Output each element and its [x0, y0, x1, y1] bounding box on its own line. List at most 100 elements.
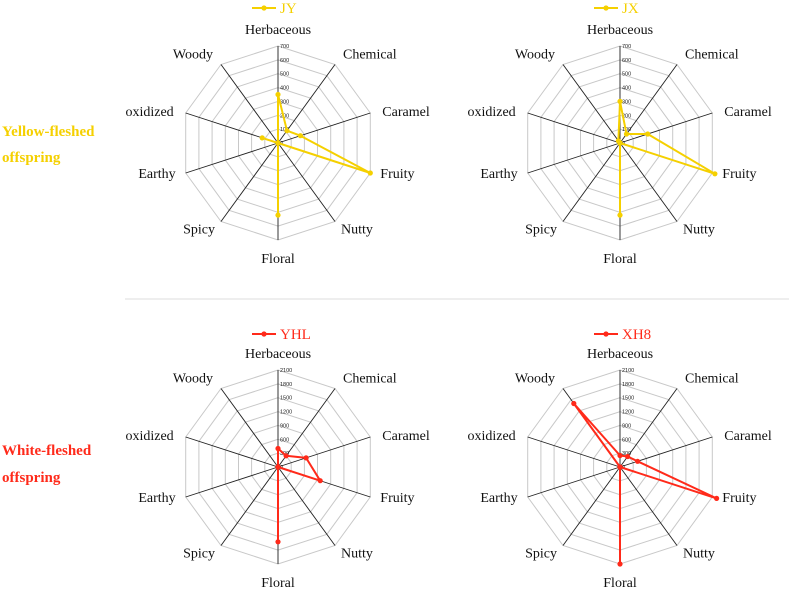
axis-spoke: [185, 142, 279, 174]
axis-label-caramel: Caramel: [724, 429, 772, 444]
axis-spoke: [619, 142, 678, 222]
tick-label: 600: [280, 437, 289, 443]
axis-label-spicy: Spicy: [183, 223, 215, 238]
data-point: [303, 455, 309, 461]
axis-spoke: [619, 64, 678, 144]
data-point: [317, 478, 323, 484]
tick-label: 200: [280, 113, 289, 119]
tick-label: 1800: [280, 382, 292, 388]
axis-spoke: [220, 142, 279, 222]
series-line-jy: [261, 93, 372, 217]
series-line-xh8: [572, 402, 718, 565]
tick-label: 1800: [622, 382, 634, 388]
tick-label: 200: [622, 113, 631, 119]
axis-label-woody: Woody: [173, 372, 213, 387]
axis-label-herbaceous: Herbaceous: [245, 347, 311, 362]
axis-spoke: [562, 466, 621, 546]
data-point: [714, 495, 720, 501]
axis-label-caramel: Caramel: [382, 429, 430, 444]
axis-spoke: [527, 436, 621, 468]
axis-label-earthy: Earthy: [480, 491, 517, 506]
tick-label: 300: [280, 99, 289, 105]
data-point: [259, 135, 265, 141]
axis-spoke: [220, 64, 279, 144]
axis-spoke: [220, 388, 279, 468]
data-point: [635, 458, 641, 464]
tick-label: 1200: [280, 410, 292, 416]
data-point: [625, 453, 631, 460]
axis-label-woody: Woody: [515, 48, 555, 63]
data-point: [275, 464, 281, 470]
tick-label: 1200: [622, 410, 634, 416]
data-point: [571, 400, 577, 407]
tick-label: 500: [280, 72, 289, 78]
axis-label-floral: Floral: [603, 252, 637, 267]
data-point: [275, 212, 281, 218]
data-point: [617, 212, 623, 218]
axis-label-nutty: Nutty: [683, 547, 715, 562]
data-point: [645, 131, 651, 137]
axis-label-oxidized: oxidized: [125, 105, 173, 120]
radar-chart-jx: 0100200300400500600700HerbaceousChemical…: [467, 1, 771, 267]
tick-label: 500: [622, 72, 631, 78]
axis-label-floral: Floral: [261, 252, 295, 267]
row-label-white-line2: offspring: [2, 470, 61, 486]
row-label-yellow-line2: offspring: [2, 150, 61, 166]
tick-label: 2100: [280, 368, 292, 374]
axis-label-oxidized: oxidized: [467, 429, 515, 444]
axis-label-spicy: Spicy: [525, 547, 557, 562]
axis-label-nutty: Nutty: [683, 223, 715, 238]
axis-label-nutty: Nutty: [341, 223, 373, 238]
axis-label-caramel: Caramel: [724, 105, 772, 120]
axis-spoke: [562, 64, 621, 144]
axis-label-fruity: Fruity: [380, 167, 414, 182]
axis-label-herbaceous: Herbaceous: [245, 23, 311, 38]
data-point: [275, 445, 281, 452]
tick-label: 300: [622, 451, 631, 457]
row-label-white: White-fleshed offspring: [2, 443, 92, 486]
axis-label-chemical: Chemical: [343, 48, 397, 63]
axis-label-earthy: Earthy: [138, 167, 175, 182]
axis-label-herbaceous: Herbaceous: [587, 347, 653, 362]
legend-marker: [603, 5, 609, 11]
data-point: [712, 171, 718, 177]
axis-label-floral: Floral: [603, 576, 637, 589]
legend-label: YHL: [280, 327, 311, 343]
legend-label: JY: [280, 1, 297, 17]
data-point: [367, 170, 373, 176]
axis-label-fruity: Fruity: [722, 491, 756, 506]
data-point: [623, 131, 630, 137]
axis-spoke: [562, 142, 621, 222]
radar-chart-jy: 0100200300400500600700HerbaceousChemical…: [125, 1, 429, 267]
tick-label: 600: [280, 58, 289, 64]
tick-label: 900: [622, 423, 631, 429]
axis-spoke: [185, 466, 279, 498]
tick-label: 700: [280, 44, 289, 50]
axis-label-nutty: Nutty: [341, 547, 373, 562]
tick-label: 700: [622, 44, 631, 50]
axis-spoke: [220, 466, 279, 546]
tick-label: 2100: [622, 368, 634, 374]
tick-label: 400: [622, 86, 631, 92]
tick-label: 300: [622, 99, 631, 105]
axis-label-oxidized: oxidized: [467, 105, 515, 120]
axis-spoke: [185, 436, 279, 468]
axis-spoke: [619, 388, 678, 468]
tick-label: 1500: [280, 396, 292, 402]
row-label-white-line1: White-fleshed: [2, 443, 92, 459]
axis-spoke: [277, 466, 336, 546]
axis-spoke: [527, 466, 621, 498]
axis-label-herbaceous: Herbaceous: [587, 23, 653, 38]
tick-label: 900: [280, 423, 289, 429]
axis-label-woody: Woody: [515, 372, 555, 387]
axis-label-spicy: Spicy: [525, 223, 557, 238]
axis-spoke: [619, 112, 713, 144]
tick-label: 1500: [622, 396, 634, 402]
data-point: [615, 138, 622, 144]
axis-label-caramel: Caramel: [382, 105, 430, 120]
data-point: [284, 128, 290, 134]
axis-label-floral: Floral: [261, 576, 295, 589]
data-point: [617, 98, 623, 104]
row-label-yellow: Yellow-fleshed offspring: [2, 124, 95, 166]
series-line-yhl: [277, 447, 322, 543]
